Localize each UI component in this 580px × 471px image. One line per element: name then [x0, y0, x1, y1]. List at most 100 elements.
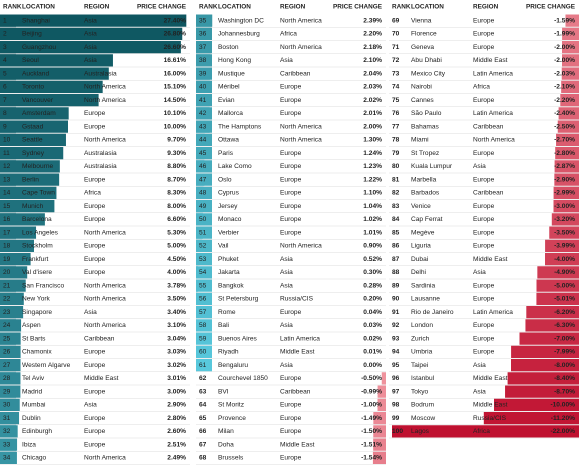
bar [373, 425, 386, 438]
rank: 91 [392, 309, 400, 316]
price-change: -2.40% [554, 110, 575, 117]
region: Europe [280, 163, 302, 170]
price-change: -1.59% [554, 17, 575, 24]
rank: 98 [392, 402, 400, 409]
rank: 86 [392, 243, 400, 250]
price-change: 1.30% [363, 137, 382, 144]
location: Lake Como [218, 163, 252, 170]
price-change: -6.30% [554, 322, 575, 329]
price-change: 26.60% [164, 44, 187, 51]
bar [494, 398, 579, 411]
price-change: 8.30% [167, 190, 186, 197]
location: Milan [218, 428, 234, 435]
region: Middle East [473, 375, 508, 382]
location: Phuket [218, 256, 239, 263]
bar [0, 239, 34, 252]
region: Europe [473, 322, 495, 329]
bar [0, 319, 22, 332]
rank: 40 [199, 84, 207, 91]
region: North America [280, 123, 322, 130]
region: Europe [280, 97, 302, 104]
location: St Tropez [411, 150, 439, 157]
rank: 28 [3, 375, 11, 382]
region: Europe [280, 402, 302, 409]
rank: 2 [3, 31, 7, 38]
location: Tel Aviv [22, 375, 45, 382]
region: Europe [473, 44, 495, 51]
location: Chicago [22, 455, 47, 462]
location: Lagos [411, 428, 430, 435]
price-change: 8.80% [167, 163, 186, 170]
region: Europe [473, 335, 495, 342]
price-change: 5.30% [167, 229, 186, 236]
location: Beijing [22, 31, 42, 38]
bar [507, 372, 579, 385]
rank-cell [196, 345, 212, 358]
bar [0, 107, 69, 120]
rank-cell [196, 253, 212, 266]
region: Africa [280, 31, 297, 38]
price-change: -10.00% [550, 402, 575, 409]
rank: 68 [199, 455, 207, 462]
region: Latin America [473, 70, 513, 77]
location: Provence [218, 415, 246, 422]
price-change: -7.00% [554, 335, 575, 342]
rank-cell [196, 332, 212, 345]
rank: 38 [199, 57, 207, 64]
region: North America [84, 137, 126, 144]
bar [0, 160, 60, 173]
bar [561, 67, 579, 80]
bar [0, 186, 57, 199]
price-change: 3.01% [167, 375, 186, 382]
location: Rome [218, 309, 236, 316]
region: Europe [280, 110, 302, 117]
column-header: LOCATION [218, 4, 251, 11]
rank: 15 [3, 203, 11, 210]
price-change: 1.01% [363, 229, 382, 236]
rank: 71 [392, 44, 400, 51]
price-change: 1.23% [363, 163, 382, 170]
rank: 22 [3, 296, 11, 303]
location: Marbella [411, 176, 437, 183]
region: Europe [473, 17, 495, 24]
location: Western Algarve [22, 362, 71, 369]
rank: 9 [3, 123, 7, 130]
bar [196, 107, 210, 120]
price-change: 1.22% [363, 176, 382, 183]
bar [373, 412, 386, 425]
region: Asia [473, 388, 486, 395]
bar [560, 94, 579, 107]
rank: 65 [199, 415, 207, 422]
bar [556, 133, 579, 146]
price-change: 0.02% [363, 335, 382, 342]
rank: 48 [199, 190, 207, 197]
rank: 60 [199, 349, 207, 356]
bar [483, 412, 579, 425]
price-change: 8.70% [167, 176, 186, 183]
column-header: RANK [199, 4, 218, 11]
bar [0, 332, 21, 345]
region: Europe [280, 176, 302, 183]
rank: 55 [199, 282, 207, 289]
bar [372, 451, 386, 464]
price-change: -2.80% [554, 150, 575, 157]
column-header: REGION [84, 4, 110, 11]
rank: 47 [199, 176, 207, 183]
price-change: -2.00% [554, 57, 575, 64]
region: Europe [473, 203, 495, 210]
price-change: 3.78% [167, 282, 186, 289]
region: Australasia [84, 70, 117, 77]
location: Bangkok [218, 282, 244, 289]
bar [377, 398, 386, 411]
rank: 35 [199, 17, 207, 24]
bar [0, 253, 31, 266]
region: Europe [280, 428, 302, 435]
bar [0, 41, 181, 54]
location: Sydney [22, 150, 45, 157]
region: North America [280, 137, 322, 144]
location: Bali [218, 322, 230, 329]
bar [0, 226, 37, 239]
location: Aspen [22, 322, 41, 329]
price-change: -3.99% [554, 243, 575, 250]
rank: 90 [392, 296, 400, 303]
